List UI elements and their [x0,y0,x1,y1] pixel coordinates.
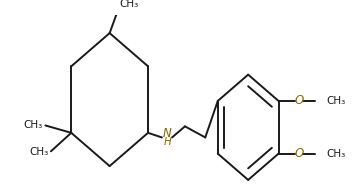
Text: CH₃: CH₃ [29,147,48,157]
Text: H: H [164,137,171,147]
Text: O: O [294,147,303,160]
Text: CH₃: CH₃ [327,96,346,106]
Text: O: O [294,95,303,108]
Text: N: N [163,127,172,140]
Text: CH₃: CH₃ [327,149,346,159]
Text: CH₃: CH₃ [23,120,42,129]
Text: CH₃: CH₃ [119,0,138,9]
